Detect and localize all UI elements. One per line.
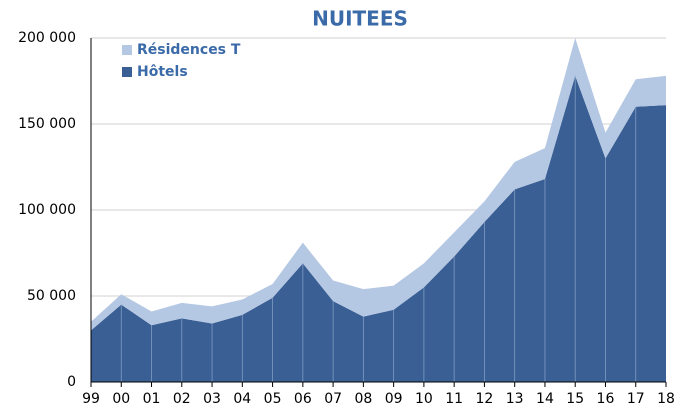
x-tick-label: 12 bbox=[476, 391, 494, 407]
x-tick-label: 08 bbox=[354, 391, 372, 407]
x-tick-label: 03 bbox=[203, 391, 221, 407]
x-tick-label: 16 bbox=[597, 391, 615, 407]
legend-swatch bbox=[122, 67, 132, 77]
x-tick-label: 06 bbox=[294, 391, 312, 407]
x-tick-label: 13 bbox=[506, 391, 524, 407]
y-tick-label: 50 000 bbox=[27, 288, 76, 304]
x-tick-label: 11 bbox=[445, 391, 463, 407]
x-tick-label: 18 bbox=[657, 391, 675, 407]
x-tick-label: 17 bbox=[627, 391, 645, 407]
chart-title: NUITEES bbox=[312, 7, 408, 31]
x-tick-label: 09 bbox=[385, 391, 403, 407]
x-tick-label: 14 bbox=[536, 391, 554, 407]
x-tick-label: 01 bbox=[143, 391, 161, 407]
x-tick-label: 00 bbox=[112, 391, 130, 407]
x-tick-label: 15 bbox=[566, 391, 584, 407]
y-tick-label: 150 000 bbox=[18, 116, 76, 132]
x-tick-label: 10 bbox=[415, 391, 433, 407]
area bbox=[91, 75, 666, 382]
y-tick-label: 0 bbox=[67, 374, 76, 390]
legend-swatch bbox=[122, 45, 132, 55]
y-tick-label: 100 000 bbox=[18, 202, 76, 218]
y-tick-label: 200 000 bbox=[18, 30, 76, 46]
legend-label: Résidences T bbox=[137, 42, 241, 58]
x-tick-label: 04 bbox=[233, 391, 251, 407]
x-tick-label: 99 bbox=[82, 391, 100, 407]
legend-label: Hôtels bbox=[137, 64, 188, 80]
x-tick-label: 07 bbox=[324, 391, 342, 407]
x-tick-label: 05 bbox=[264, 391, 282, 407]
x-tick-label: 02 bbox=[173, 391, 191, 407]
